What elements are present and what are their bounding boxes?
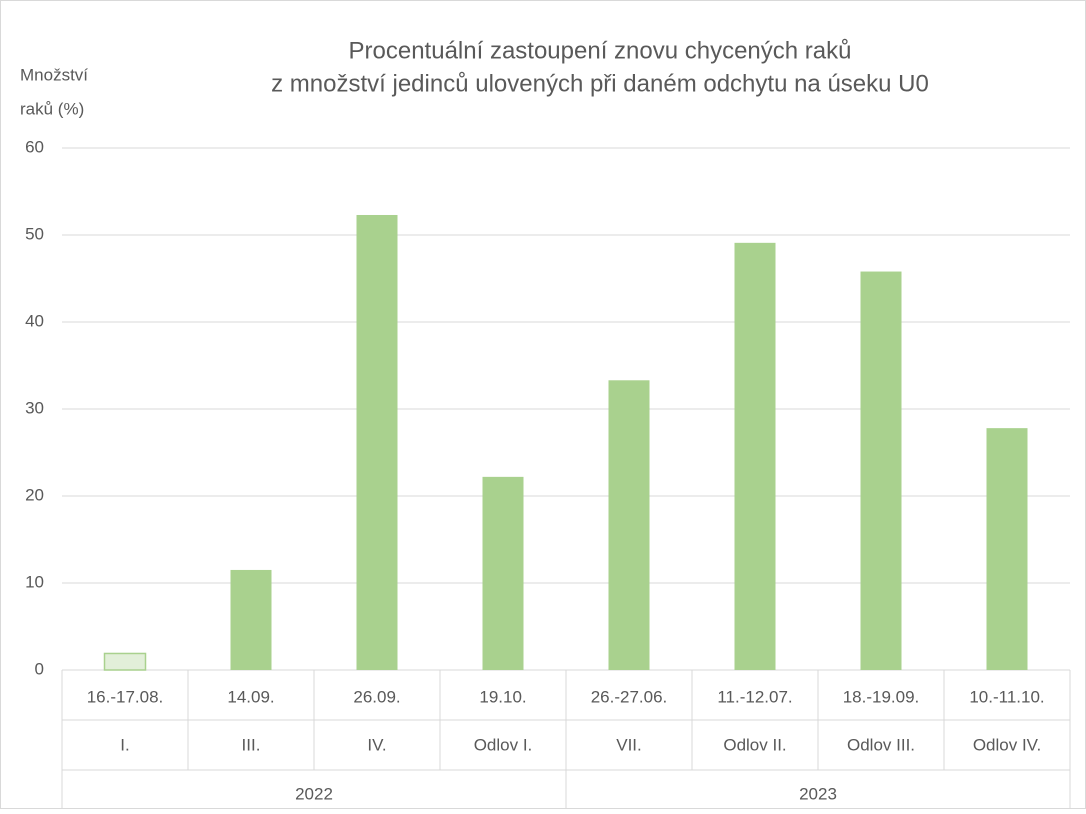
- chart-title-line: z množství jedinců ulovených při daném o…: [271, 70, 929, 97]
- y-tick-label: 10: [25, 572, 44, 591]
- y-tick-label: 0: [35, 659, 44, 678]
- x-sublabel: Odlov III.: [847, 735, 915, 754]
- x-sublabel: IV.: [367, 735, 386, 754]
- x-sublabel: I.: [120, 735, 129, 754]
- x-tick-label: 14.09.: [227, 687, 274, 706]
- x-tick-label: 19.10.: [479, 687, 526, 706]
- x-tick-label: 26.09.: [353, 687, 400, 706]
- bar: [230, 569, 272, 670]
- y-tick-label: 60: [25, 137, 44, 156]
- x-sublabel: Odlov IV.: [973, 735, 1041, 754]
- y-tick-label: 30: [25, 398, 44, 417]
- y-tick-label: 20: [25, 485, 44, 504]
- chart-title-line: Procentuální zastoupení znovu chycených …: [349, 37, 852, 64]
- bar: [986, 428, 1028, 670]
- x-sublabel: Odlov I.: [474, 735, 533, 754]
- bar: [482, 476, 524, 670]
- y-axis-label-line: raků (%): [20, 99, 84, 118]
- bar: [356, 214, 398, 671]
- bar: [734, 242, 776, 670]
- x-sublabel: VII.: [616, 735, 642, 754]
- x-group-label: 2023: [799, 784, 837, 803]
- x-group-label: 2022: [295, 784, 333, 803]
- bar: [608, 380, 650, 670]
- x-tick-label: 26.-27.06.: [591, 687, 668, 706]
- x-tick-label: 10.-11.10.: [969, 687, 1044, 706]
- y-tick-label: 50: [25, 224, 44, 243]
- x-tick-label: 11.-12.07.: [717, 687, 792, 706]
- bar: [860, 271, 902, 670]
- x-sublabel: III.: [242, 735, 261, 754]
- y-tick-label: 40: [25, 311, 44, 330]
- x-tick-label: 18.-19.09.: [843, 687, 920, 706]
- x-sublabel: Odlov II.: [723, 735, 786, 754]
- y-axis-label-line: Množství: [20, 65, 88, 84]
- bar: [103, 652, 147, 671]
- x-tick-label: 16.-17.08.: [87, 687, 164, 706]
